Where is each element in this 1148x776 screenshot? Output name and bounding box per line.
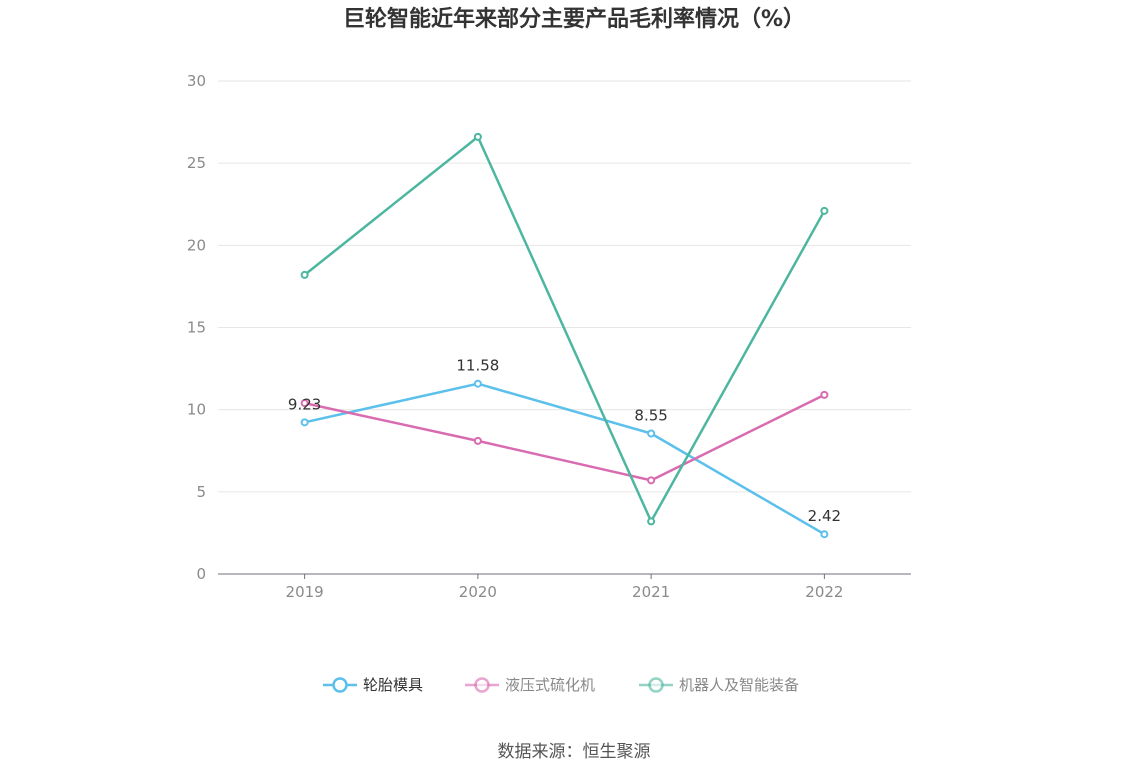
legend-label: 轮胎模具 (363, 676, 423, 694)
data-label: 8.55 (634, 406, 667, 424)
legend-item[interactable]: 轮胎模具 (323, 676, 423, 694)
x-axis: 2019 2020 2021 2022 (218, 573, 911, 601)
y-tick-label: 5 (196, 483, 206, 501)
x-tick-label: 2019 (286, 583, 324, 601)
legend-label: 液压式硫化机 (505, 676, 595, 694)
data-point[interactable] (473, 436, 482, 445)
data-point[interactable] (473, 132, 482, 141)
x-tick-label: 2022 (805, 583, 843, 601)
series-1 (300, 379, 829, 539)
series-line (303, 135, 826, 523)
grid (218, 80, 911, 493)
data-point[interactable] (820, 206, 829, 215)
data-label: 2.42 (808, 507, 841, 525)
legend-label: 机器人及智能装备 (679, 676, 799, 694)
series-3 (300, 132, 829, 526)
legend-marker (648, 677, 664, 693)
legend-item[interactable]: 液压式硫化机 (465, 676, 595, 694)
series-layer (300, 132, 829, 539)
y-axis: 0 5 10 15 20 25 30 (187, 72, 206, 583)
data-point[interactable] (300, 270, 309, 279)
y-tick-label: 10 (187, 401, 206, 419)
legend-marker (474, 677, 490, 693)
y-tick-label: 20 (187, 236, 206, 254)
series-2 (300, 390, 829, 485)
y-tick-label: 25 (187, 154, 206, 172)
data-point[interactable] (820, 530, 829, 539)
x-tick-label: 2020 (459, 583, 497, 601)
legend[interactable]: 轮胎模具 液压式硫化机 机器人及智能装备 (323, 676, 799, 694)
data-point[interactable] (820, 390, 829, 399)
y-tick-label: 0 (196, 565, 206, 583)
data-point[interactable] (647, 517, 656, 526)
x-tick-label: 2021 (632, 583, 670, 601)
data-label: 11.58 (456, 357, 499, 375)
y-tick-label: 15 (187, 319, 206, 337)
y-tick-label: 30 (187, 72, 206, 90)
data-point[interactable] (647, 429, 656, 438)
data-point[interactable] (300, 418, 309, 427)
data-label: 9.23 (288, 395, 321, 413)
legend-marker (332, 677, 348, 693)
legend-item[interactable]: 机器人及智能装备 (639, 676, 799, 694)
chart-title: 巨轮智能近年来部分主要产品毛利率情况（%） (343, 6, 805, 32)
data-point[interactable] (300, 399, 309, 408)
data-point[interactable] (473, 379, 482, 388)
series-line (304, 393, 825, 482)
source-note: 数据来源：恒生聚源 (498, 742, 651, 762)
data-point[interactable] (647, 476, 656, 485)
data-labels: 9.23 11.58 8.55 2.42 (288, 357, 841, 526)
series-line (304, 382, 826, 536)
